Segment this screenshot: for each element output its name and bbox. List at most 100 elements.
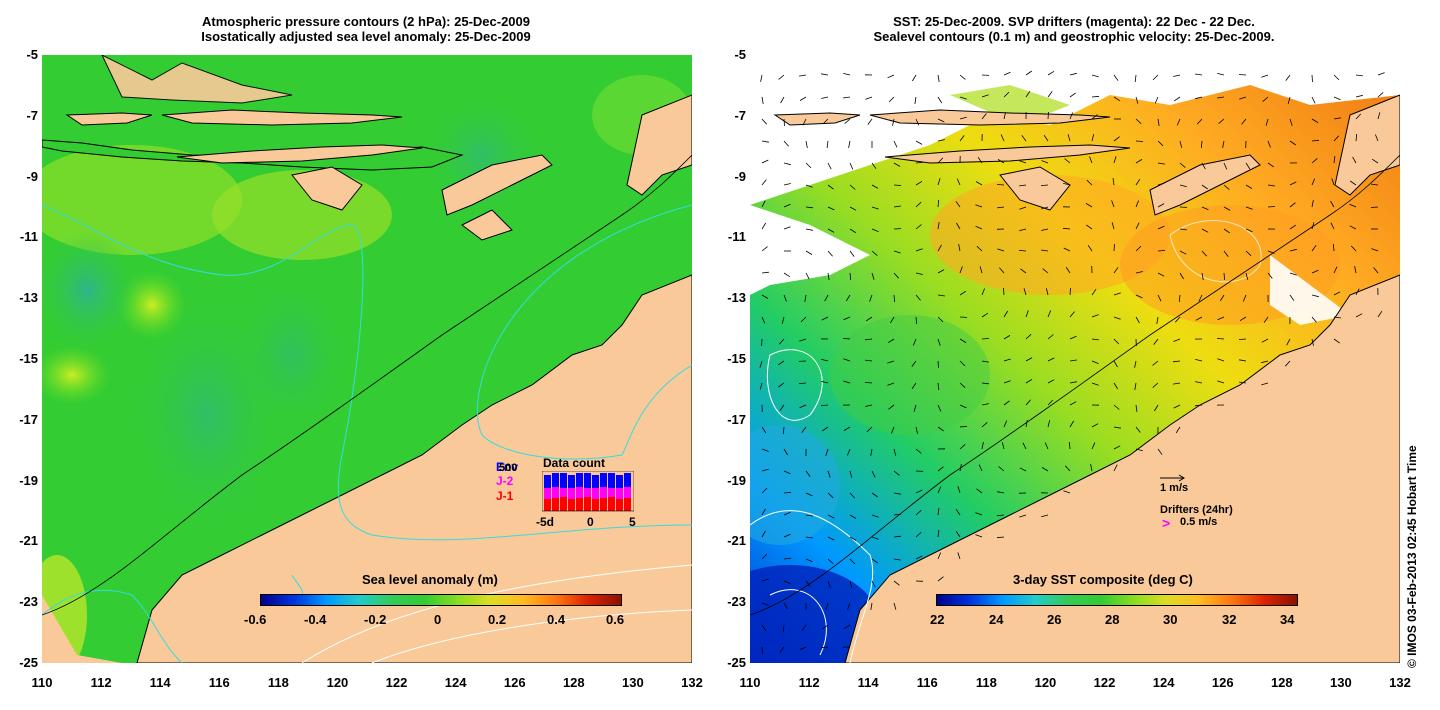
velocity-arrow (1157, 140, 1164, 147)
velocity-arrow (783, 470, 791, 475)
velocity-arrow (778, 74, 785, 80)
sea-level-tick-4: 0.2 (488, 612, 507, 627)
velocity-arrow (912, 74, 917, 82)
velocity-arrow (915, 224, 922, 230)
velocity-arrow (827, 514, 835, 519)
velocity-arrow (913, 404, 917, 412)
velocity-arrow (1091, 338, 1099, 341)
velocity-arrow (865, 359, 873, 362)
velocity-arrow (915, 161, 924, 164)
velocity-arrow (1331, 178, 1335, 186)
velocity-arrow (979, 266, 983, 274)
velocity-arrow (975, 225, 983, 230)
velocity-arrow (1003, 71, 1011, 76)
data-count-bar (568, 488, 575, 499)
velocity-legend-arrow (1160, 474, 1185, 482)
velocity-arrow (783, 294, 787, 302)
velocity-arrow (893, 580, 900, 586)
series-label-j1: J-1 (496, 489, 514, 503)
velocity-arrow (761, 246, 768, 252)
velocity-arrow (1330, 222, 1335, 230)
velocity-arrow (888, 96, 895, 103)
velocity-arrow (997, 159, 1005, 164)
velocity-arrow (761, 159, 769, 164)
sst-lon-tick: 112 (798, 675, 820, 690)
velocity-arrow (1047, 111, 1049, 120)
sst-lon-tick: 110 (739, 675, 761, 690)
velocity-arrow (893, 535, 902, 538)
velocity-arrow (1355, 133, 1358, 142)
velocity-arrow (1003, 287, 1005, 296)
velocity-arrow (805, 272, 810, 280)
velocity-arrow (820, 646, 829, 649)
velocity-arrow (820, 404, 829, 406)
velocity-arrow (1113, 74, 1119, 81)
left-title: Atmospheric pressure contours (2 hPa): 2… (40, 14, 692, 44)
velocity-arrow (1371, 183, 1379, 186)
velocity-arrow (937, 316, 944, 323)
velocity-arrow (849, 580, 853, 588)
velocity-arrow (1041, 514, 1049, 518)
velocity-arrow (1352, 156, 1357, 164)
velocity-arrow (1157, 448, 1163, 455)
velocity-arrow (915, 248, 923, 252)
data-count-bar (544, 475, 551, 488)
velocity-arrow (937, 530, 940, 538)
velocity-arrow (997, 491, 1005, 494)
velocity-arrow (1218, 118, 1225, 124)
velocity-arrow (1178, 294, 1181, 303)
sst-lon-tick: 130 (1330, 675, 1352, 690)
sst-lat-tick: -17 (727, 411, 746, 427)
velocity-arrow (761, 530, 766, 538)
velocity-arrow (955, 530, 961, 538)
sst-lat-tick: -5 (734, 47, 746, 62)
sla-lon-tick: 114 (149, 675, 171, 690)
velocity-arrow (998, 466, 1005, 472)
velocity-arrow (1003, 112, 1006, 120)
velocity-arrow (1025, 70, 1033, 76)
velocity-arrow (759, 360, 763, 368)
velocity-arrow (1041, 160, 1049, 164)
velocity-arrow (1113, 464, 1118, 472)
data-count-bar (624, 498, 631, 511)
velocity-arrow (915, 294, 921, 301)
sea-level-colorbar-bar (260, 594, 622, 606)
velocity-arrow (1111, 222, 1115, 230)
velocity-arrow (1354, 266, 1357, 274)
velocity-arrow (871, 514, 879, 518)
velocity-arrow (1377, 92, 1384, 98)
velocity-arrow (996, 514, 1005, 517)
data-count-title: Data count (543, 456, 606, 470)
data-count-bar (624, 486, 631, 498)
sla-lat-tick: -17 (19, 411, 38, 427)
velocity-arrow (1262, 96, 1269, 102)
velocity-arrow (783, 491, 792, 494)
velocity-arrow (1355, 94, 1363, 98)
data-count-bar (552, 473, 559, 487)
velocity-arrow (1135, 118, 1142, 124)
velocity-arrow (849, 272, 852, 281)
velocity-arrow (959, 290, 967, 296)
sla-lon-tick: 118 (267, 675, 289, 690)
velocity-arrow (1157, 225, 1165, 230)
velocity-arrow (1311, 96, 1316, 104)
velocity-arrow (1025, 420, 1028, 428)
velocity-arrow (1239, 316, 1247, 322)
velocity-arrow (1289, 118, 1293, 126)
velocity-arrow (849, 514, 857, 519)
velocity-arrow (1355, 313, 1363, 318)
data-count-max: 500 (499, 462, 518, 474)
velocity-arrow (959, 404, 967, 409)
velocity-arrow (915, 510, 922, 516)
velocity-arrow (1377, 112, 1381, 120)
velocity-arrow (783, 203, 791, 208)
velocity-arrow (915, 489, 923, 494)
velocity-arrow (1239, 381, 1247, 384)
sst-lon-tick: 116 (916, 675, 938, 690)
sst-lon-tick: 126 (1211, 675, 1234, 690)
velocity-arrow (778, 382, 785, 388)
velocity-arrow (1135, 448, 1143, 452)
velocity-arrow (915, 316, 917, 325)
velocity-arrow (801, 426, 807, 433)
velocity-arrow (1047, 399, 1054, 406)
